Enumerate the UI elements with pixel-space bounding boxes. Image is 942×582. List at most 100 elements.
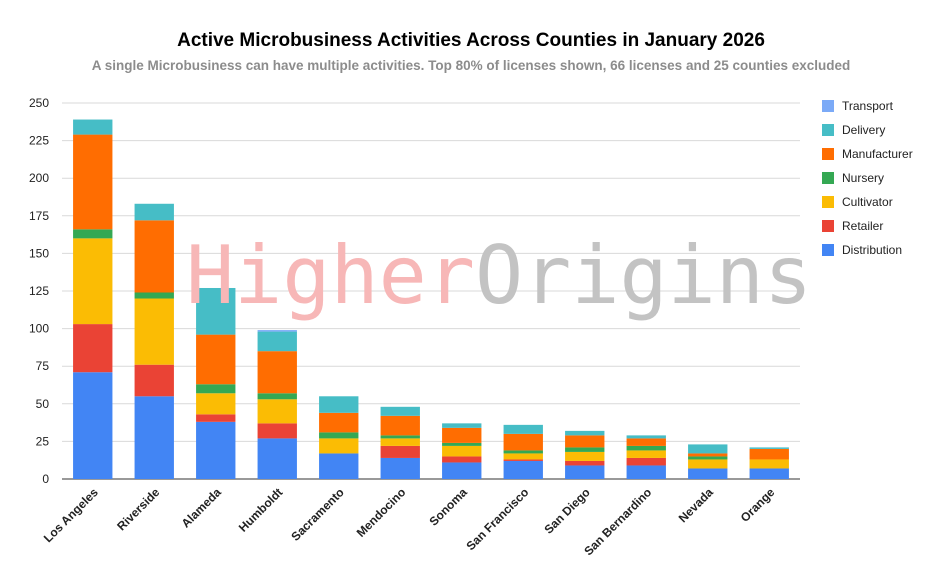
bar-segment-cultivator — [380, 438, 420, 446]
bar-segment-distribution — [688, 468, 728, 479]
bar-segment-nursery — [565, 447, 605, 452]
legend-item-nursery: Nursery — [822, 166, 913, 190]
bar-segment-delivery — [688, 444, 728, 454]
bar-segment-distribution — [749, 468, 789, 479]
bar-segment-cultivator — [196, 393, 236, 415]
legend-label: Retailer — [842, 219, 884, 233]
x-tick-label: Humboldt — [236, 485, 285, 534]
chart-legend: Transport Delivery Manufacturer Nursery Cult… — [822, 94, 913, 262]
bar-segment-cultivator — [134, 298, 174, 365]
legend-label: Cultivator — [842, 195, 893, 209]
x-tick-label: Orange — [738, 485, 778, 525]
bar-segment-manufacturer — [503, 433, 543, 451]
x-tick-label: Sacramento — [288, 485, 346, 543]
bar-segment-cultivator — [626, 450, 666, 458]
bar-segment-nursery — [442, 442, 482, 446]
bar-segment-manufacturer — [380, 415, 420, 436]
bar-segment-retailer — [257, 423, 297, 439]
bar-segment-distribution — [134, 396, 174, 479]
bar-segment-retailer — [565, 460, 605, 466]
bar-segment-cultivator — [503, 453, 543, 460]
bar-segment-manufacturer — [134, 220, 174, 293]
legend-label: Manufacturer — [842, 147, 913, 161]
y-tick-label: 175 — [29, 209, 49, 223]
bar-segment-retailer — [503, 459, 543, 461]
bar-segment-retailer — [626, 457, 666, 466]
bar-segment-delivery — [196, 287, 236, 335]
bar-segment-nursery — [196, 384, 236, 394]
bar-segment-transport — [257, 330, 297, 332]
x-tick-label: Sonoma — [426, 485, 470, 529]
bar-segment-manufacturer — [257, 351, 297, 394]
bar-segment-delivery — [503, 424, 543, 434]
y-tick-label: 125 — [29, 284, 49, 298]
y-tick-label: 50 — [36, 397, 50, 411]
legend-label: Nursery — [842, 171, 885, 185]
bar-segment-cultivator — [688, 459, 728, 469]
bar-segment-cultivator — [442, 445, 482, 457]
bar-segment-delivery — [380, 406, 420, 416]
legend-label: Transport — [842, 99, 893, 113]
bar-segment-cultivator — [73, 238, 113, 325]
x-tick-label: San Francisco — [463, 485, 531, 553]
bar-segment-distribution — [73, 372, 113, 479]
y-tick-label: 75 — [36, 359, 50, 373]
legend-item-manufacturer: Manufacturer — [822, 142, 913, 166]
y-tick-label: 200 — [29, 171, 49, 185]
bar-segment-manufacturer — [196, 334, 236, 385]
bar-segment-cultivator — [749, 459, 789, 469]
bar-segment-retailer — [196, 414, 236, 422]
bar-segment-retailer — [73, 324, 113, 373]
bar-segment-nursery — [380, 435, 420, 439]
bar-segment-delivery — [134, 203, 174, 221]
x-tick-label: Alameda — [179, 485, 225, 531]
bar-segment-nursery — [688, 456, 728, 460]
bar-segment-cultivator — [319, 438, 359, 454]
x-tick-label: Los Angeles — [41, 485, 101, 545]
legend-item-retailer: Retailer — [822, 214, 913, 238]
bar-segment-distribution — [196, 421, 236, 479]
y-tick-label: 0 — [42, 472, 49, 486]
bar-segment-manufacturer — [749, 448, 789, 460]
bar-segment-delivery — [73, 119, 113, 135]
legend-swatch — [822, 148, 834, 160]
bar-segment-manufacturer — [565, 435, 605, 448]
bar-segment-nursery — [626, 445, 666, 451]
bar-segment-delivery — [565, 430, 605, 436]
legend-item-delivery: Delivery — [822, 118, 913, 142]
legend-item-transport: Transport — [822, 94, 913, 118]
bar-segment-cultivator — [257, 399, 297, 424]
y-tick-label: 225 — [29, 134, 49, 148]
bar-segment-delivery — [442, 423, 482, 428]
bar-segment-retailer — [134, 364, 174, 397]
bar-segment-retailer — [380, 445, 420, 458]
bar-segment-nursery — [134, 292, 174, 299]
legend-label: Distribution — [842, 243, 903, 257]
legend-swatch — [822, 100, 834, 112]
bar-segment-distribution — [503, 460, 543, 479]
legend-swatch — [822, 196, 834, 208]
y-tick-label: 150 — [29, 246, 49, 260]
legend-swatch — [822, 220, 834, 232]
bar-segment-nursery — [257, 393, 297, 400]
legend-item-distribution: Distribution — [822, 238, 913, 262]
bar-segment-nursery — [73, 229, 113, 239]
bar-segment-distribution — [565, 465, 605, 479]
legend-label: Delivery — [842, 123, 886, 137]
x-tick-label: Riverside — [114, 485, 162, 533]
legend-swatch — [822, 172, 834, 184]
bar-segment-manufacturer — [688, 453, 728, 457]
y-tick-label: 100 — [29, 322, 49, 336]
bar-segment-distribution — [319, 453, 359, 479]
bar-segment-manufacturer — [626, 438, 666, 446]
x-tick-label: San Diego — [541, 485, 592, 536]
bar-segment-distribution — [380, 457, 420, 479]
y-tick-label: 250 — [29, 96, 49, 110]
bar-segment-delivery — [626, 435, 666, 439]
bar-segment-nursery — [319, 432, 359, 439]
bar-segment-distribution — [257, 438, 297, 479]
x-tick-label: San Bernardino — [581, 485, 654, 558]
legend-swatch — [822, 244, 834, 256]
chart-subtitle: A single Microbusiness can have multiple… — [91, 58, 851, 73]
